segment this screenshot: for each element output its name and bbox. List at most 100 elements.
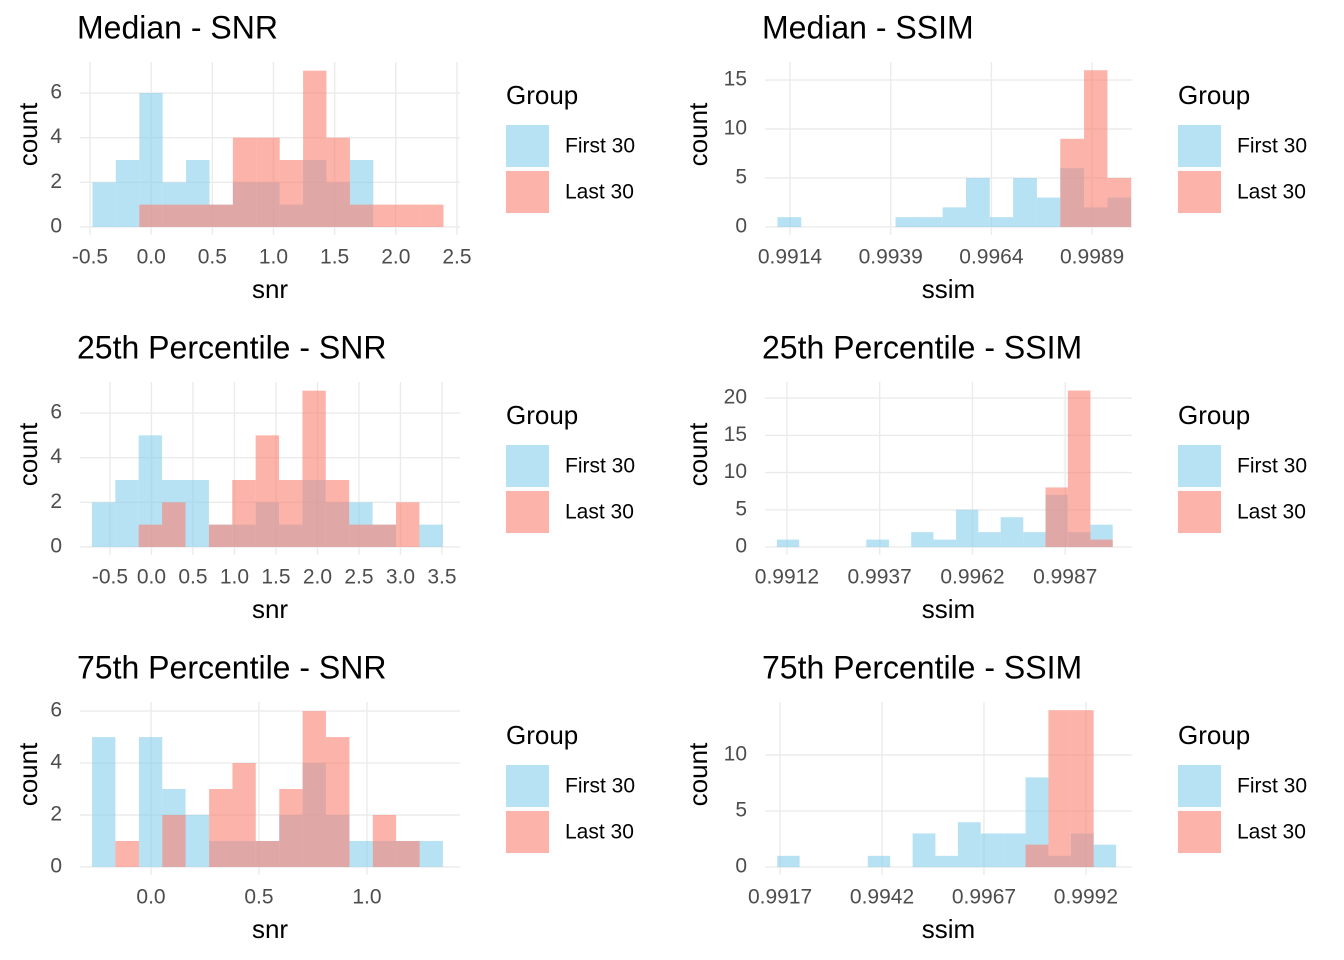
histogram-bar [1107,177,1132,227]
histogram-bar [980,833,1004,868]
histogram-bar [776,539,800,548]
histogram-bar [918,217,943,227]
histogram-bar [302,711,326,867]
legend-title: Group [506,720,578,750]
y-tick-label: 20 [724,386,747,409]
histogram-bar [279,479,303,547]
histogram-bar [139,204,163,227]
x-tick-label: 2.0 [381,246,410,269]
y-axis-title: count [13,422,43,486]
y-tick-label: 2 [50,170,62,193]
y-tick-label: 0 [735,215,747,238]
histogram-bar [209,204,233,227]
legend-key [506,765,549,807]
histogram-bar [303,70,327,227]
histogram-bar [232,479,256,547]
y-tick-label: 0 [50,854,62,877]
histogram-bar [138,524,163,547]
x-tick-label: 1.0 [259,246,288,269]
x-tick-label: 0.5 [178,566,207,589]
histogram-bar [1023,532,1046,548]
histogram-bar [420,204,444,227]
legend-key [506,445,549,487]
x-tick-label: 0.0 [137,246,166,269]
histogram-bar [115,840,139,867]
x-tick-label: 0.0 [137,566,166,589]
histogram-bar [138,435,163,547]
histogram-bar [91,502,116,547]
legend-title: Group [506,400,578,430]
legend-label: Last 30 [565,501,634,524]
legend-label: Last 30 [1237,821,1306,844]
y-tick-label: 15 [724,423,747,446]
chart-title: 25th Percentile - SSIM [762,329,1082,365]
x-tick-label: 2.0 [303,566,332,589]
legend-title: Group [1178,720,1250,750]
y-tick-label: 6 [50,81,62,104]
histogram-bar [1025,844,1049,868]
histogram-bar [349,524,373,547]
y-axis-title: count [13,102,43,166]
histogram-bar [186,204,210,227]
histogram-bar [1070,710,1094,868]
y-tick-label: 5 [735,799,747,822]
histogram-bar [777,855,800,868]
histogram-bar [139,93,163,227]
histogram-bar [372,524,397,547]
chart-title: Median - SNR [77,9,278,45]
histogram-bar [162,814,186,867]
y-tick-label: 10 [724,460,747,483]
histogram-bar [162,204,187,227]
histogram-bar [115,479,139,547]
y-tick-label: 4 [50,125,62,148]
histogram-bar [232,137,257,227]
histogram-bar [989,217,1014,227]
histogram-bar [209,789,233,867]
x-axis-title: ssim [922,914,975,944]
legend-key [1178,125,1221,167]
x-tick-label: 0.9912 [755,566,819,589]
histogram-bar [396,502,420,547]
y-tick-label: 0 [50,535,62,558]
histogram-bar [326,137,350,227]
y-axis-title: count [13,742,43,806]
histogram-bar [978,532,1001,548]
x-tick-label: 1.5 [261,566,290,589]
legend-label: Last 30 [565,181,634,204]
x-tick-label: 0.9964 [959,246,1024,269]
histogram-bar [1060,138,1085,227]
x-tick-label: 0.9989 [1060,246,1124,269]
x-tick-label: 0.5 [244,886,273,909]
histogram-bar [232,763,256,867]
y-tick-label: 15 [724,68,747,91]
y-tick-label: 0 [735,855,747,878]
legend-key [1178,171,1221,213]
chart-title: 75th Percentile - SSIM [762,649,1082,685]
legend-key [506,811,549,853]
y-tick-label: 6 [50,401,62,424]
x-axis-title: snr [252,594,288,624]
legend-label: Last 30 [1237,181,1306,204]
legend-title: Group [1178,400,1250,430]
x-tick-label: 0.9992 [1054,886,1118,909]
y-tick-label: 0 [50,215,62,238]
legend-label: First 30 [1237,135,1307,158]
histogram-bar [912,833,936,868]
histogram-bar [162,502,186,547]
histogram-bar [895,217,919,227]
histogram-bar [777,217,802,227]
y-axis-title: count [683,102,713,166]
x-tick-label: 0.9937 [848,566,912,589]
histogram-bar [349,840,373,867]
histogram-bar [419,524,443,547]
histogram-bar [373,204,397,227]
legend-key [1178,811,1221,853]
histogram-bar [255,840,280,867]
histogram-bar [1000,517,1024,548]
legend-key [1178,445,1221,487]
x-tick-label: -0.5 [92,566,128,589]
histogram-bar [942,207,967,227]
chart-title: 75th Percentile - SNR [77,649,386,685]
histogram-bar [185,479,209,547]
histogram-bar [92,182,116,227]
